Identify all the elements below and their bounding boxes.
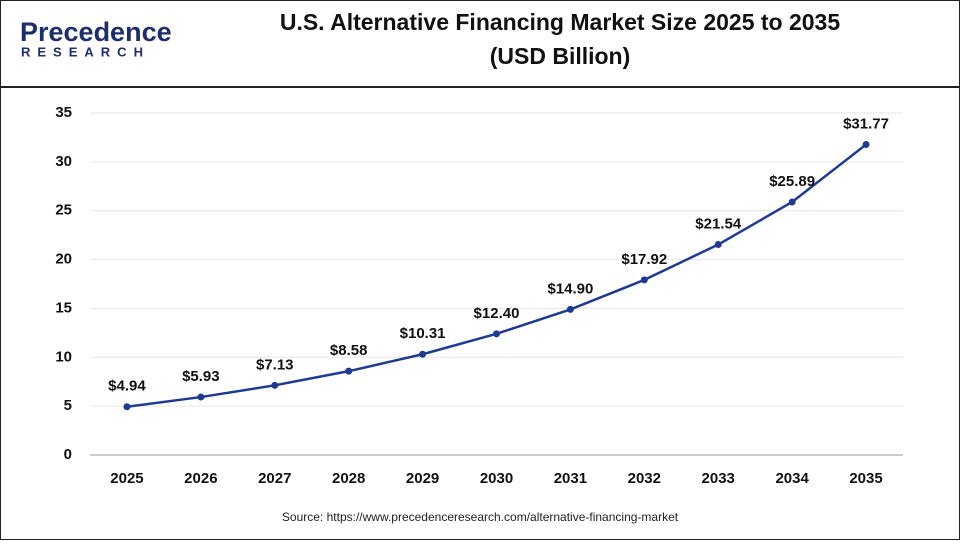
x-tick-label: 2027 (258, 470, 291, 487)
value-label: $10.31 (400, 325, 446, 342)
y-tick-label: 5 (64, 397, 72, 414)
value-label: $12.40 (474, 305, 520, 322)
point (566, 305, 574, 313)
point (419, 350, 427, 358)
logo-name: Precedence (20, 17, 172, 47)
value-label: $5.93 (182, 368, 220, 385)
y-tick-label: 0 (64, 446, 72, 463)
point (123, 403, 131, 411)
value-label: $7.13 (256, 356, 294, 373)
value-label: $17.92 (621, 251, 667, 268)
x-tick-label: 2028 (332, 470, 365, 487)
x-tick-label: 2029 (406, 470, 439, 487)
x-tick-label: 2033 (702, 470, 735, 487)
chart-subtitle: (USD Billion) (490, 43, 631, 69)
y-tick-label: 10 (55, 348, 72, 365)
x-tick-label: 2032 (628, 470, 661, 487)
point (714, 241, 722, 249)
x-tick-label: 2031 (554, 470, 587, 487)
x-tick-label: 2025 (110, 470, 143, 487)
source: Source: https://www.precedenceresearch.c… (282, 510, 679, 524)
point (197, 393, 205, 401)
y-tick-label: 30 (55, 153, 72, 170)
value-label: $14.90 (547, 280, 593, 297)
x-tick-label: 2035 (849, 470, 882, 487)
x-tick-label: 2034 (775, 470, 809, 487)
value-label: $21.54 (695, 215, 742, 232)
value-label: $31.77 (843, 116, 889, 133)
point (271, 381, 279, 389)
y-tick-label: 20 (55, 251, 72, 268)
x-tick-label: 2026 (184, 470, 217, 487)
y-tick-label: 15 (55, 299, 72, 316)
value-label: $25.89 (769, 173, 815, 190)
point (493, 330, 500, 338)
point (862, 141, 870, 149)
value-label: $4.94 (108, 378, 146, 395)
point (788, 198, 796, 206)
chart-title: U.S. Alternative Financing Market Size 2… (280, 9, 841, 35)
y-tick-label: 25 (55, 202, 72, 219)
logo-tagline: RESEARCH (21, 44, 150, 59)
value-label: $8.58 (330, 342, 368, 359)
x-tick-label: 2030 (480, 470, 513, 487)
point (640, 276, 648, 284)
point (345, 367, 353, 375)
y-tick-label: 35 (55, 104, 72, 121)
